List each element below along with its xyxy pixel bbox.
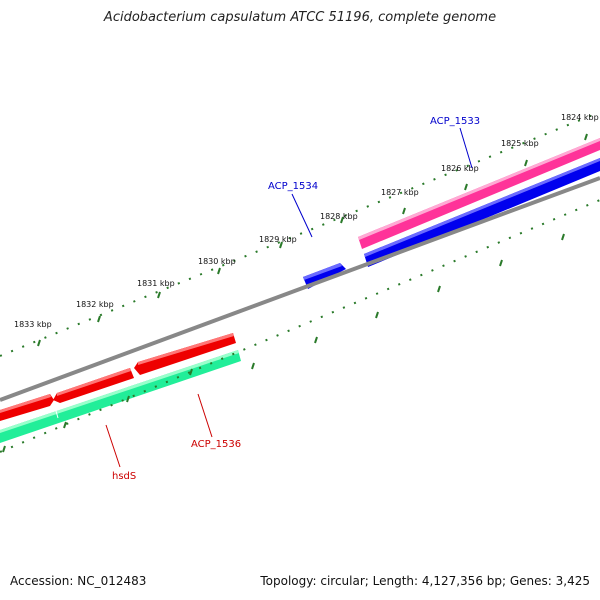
genome-backbone [0, 176, 600, 402]
tick-label-1829: 1829 kbp [259, 235, 297, 244]
tick-label-1831: 1831 kbp [137, 279, 175, 288]
tick-label-1830: 1830 kbp [198, 257, 236, 266]
leader-acp-1534 [291, 193, 313, 238]
tick-label-1828: 1828 kbp [320, 212, 358, 221]
tick-label-1825: 1825 kbp [501, 139, 539, 148]
feature-red-3 [134, 333, 236, 375]
leader-acp-1533 [459, 127, 473, 169]
topology-text: Topology: circular; Length: 4,127,356 bp… [260, 574, 590, 588]
forward-feature-lower [364, 158, 600, 267]
feature-red-1 [0, 394, 54, 421]
map-title: Acidobacterium capsulatum ATCC 51196, co… [103, 10, 497, 25]
tick-label-1832: 1832 kbp [76, 300, 114, 309]
accession-text: Accession: NC_012483 [10, 574, 147, 588]
tick-label-1826: 1826 kbp [441, 164, 479, 173]
tick-label-1827: 1827 kbp [381, 188, 419, 197]
inner-tick-ring [0, 199, 600, 453]
leader-hsds [105, 424, 121, 468]
outer-tick-ring [0, 111, 600, 357]
feature-green [0, 350, 241, 443]
forward-feature-upper [358, 138, 600, 249]
tick-label-1833: 1833 kbp [14, 320, 52, 329]
feature-red-2 [53, 368, 134, 403]
gene-label-acp-1533: ACP_1533 [430, 116, 480, 127]
gene-label-acp-1534: ACP_1534 [268, 181, 318, 192]
gene-label-hsds: hsdS [112, 471, 136, 482]
outer-major-ticks [37, 133, 588, 347]
leader-acp-1536 [197, 393, 213, 438]
tick-label-1824: 1824 kbp [561, 113, 599, 122]
gene-label-acp-1536: ACP_1536 [191, 439, 241, 450]
inner-major-ticks [2, 233, 565, 453]
